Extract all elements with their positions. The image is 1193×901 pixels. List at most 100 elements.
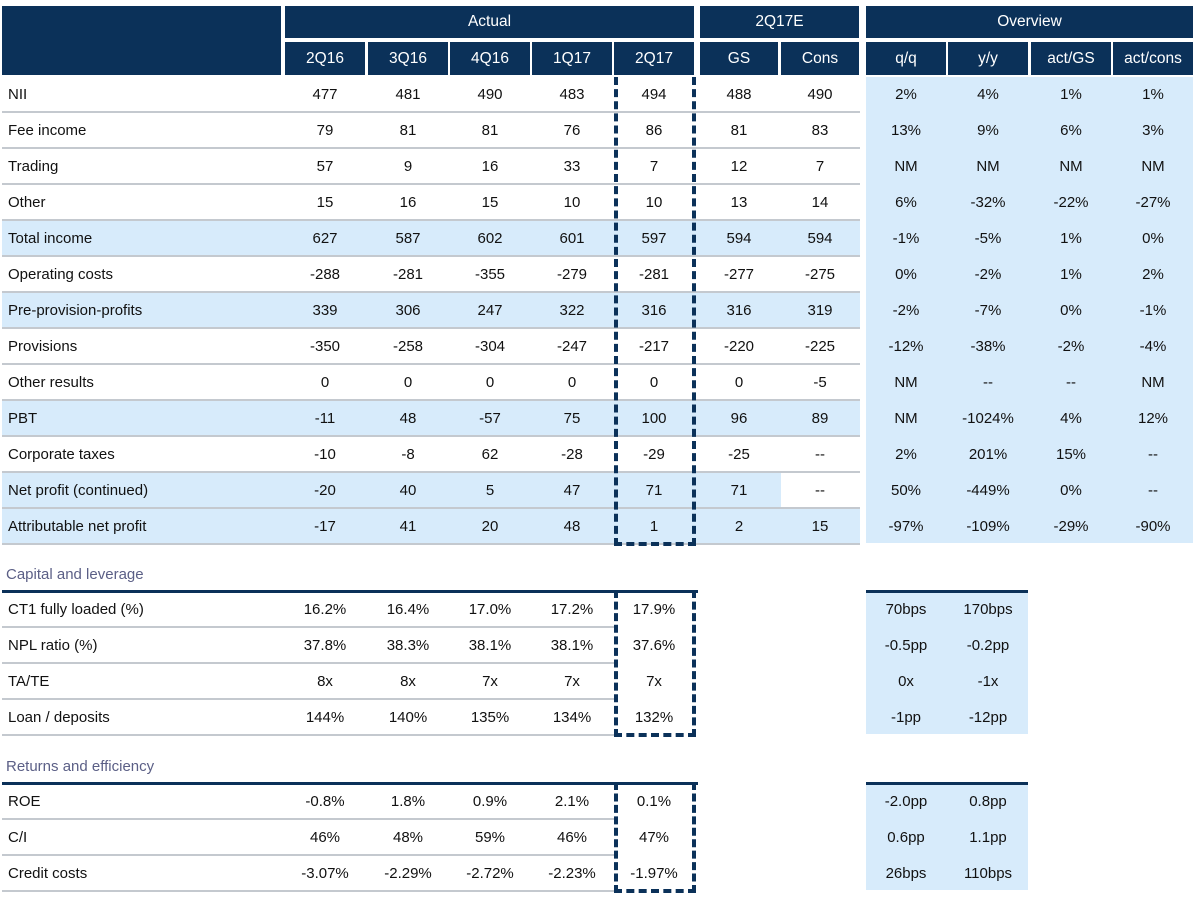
section-top-rule [2,590,698,593]
value-cell: 75 [563,409,581,427]
overview-cell: 4% [1060,409,1082,427]
value-cell: 0 [734,373,744,391]
overview-cell: NM [894,157,918,175]
row-separator [2,147,860,149]
value-cell: 79 [316,121,334,139]
value-cell: -2.29% [384,864,432,882]
overview-cell: -97% [888,517,924,535]
row-label: Pre-provision-profits [8,301,143,319]
column-header: Cons [781,42,859,75]
row-highlight [2,473,860,507]
value-cell: 0.9% [472,792,508,810]
column-header: act/cons [1113,42,1193,75]
overview-cell: 13% [890,121,922,139]
overview-cell: 3% [1142,121,1164,139]
overview-cell: -5% [974,229,1002,247]
value-cell: 41 [399,517,417,535]
value-cell: 602 [477,229,503,247]
value-cell: 16 [481,157,499,175]
value-cell: 319 [807,301,833,319]
row-label: CT1 fully loaded (%) [8,600,144,618]
value-cell: 316 [641,301,667,319]
value-cell: 587 [395,229,421,247]
value-cell: -220 [723,337,755,355]
value-cell: 37.6% [632,636,676,654]
value-cell: -350 [309,337,341,355]
value-cell: 17.2% [550,600,594,618]
section-overview-top-rule [866,782,1028,785]
value-cell: 38.1% [550,636,594,654]
section-overview-top-rule [866,590,1028,593]
overview-cell: 0% [1142,229,1164,247]
row-label: NII [8,85,28,103]
cons-cell-blank [781,473,860,507]
overview-cell: NM [1141,157,1165,175]
overview-cell: 2% [1142,265,1164,283]
section-overview-panel [866,593,1028,734]
overview-cell: 50% [890,481,922,499]
column-header: act/GS [1031,42,1111,75]
value-cell: -277 [723,265,755,283]
overview-cell: NM [894,373,918,391]
value-cell: 594 [807,229,833,247]
value-cell: 8x [400,672,416,690]
row-separator [2,507,860,509]
column-header: 2Q16 [285,42,365,75]
value-cell: 13 [730,193,748,211]
value-cell: -10 [314,445,336,463]
value-cell: 7x [646,672,662,690]
overview-cell: 110bps [963,864,1013,882]
overview-cell: 12% [1137,409,1169,427]
value-cell: -2.23% [548,864,596,882]
value-cell: 46% [556,828,588,846]
group-header-actual: Actual [285,6,694,38]
value-cell: -- [815,445,825,463]
overview-cell: 0% [1060,301,1082,319]
value-cell: 7 [815,157,825,175]
row-separator [2,662,616,664]
value-cell: -288 [309,265,341,283]
overview-cell: -1x [977,672,999,690]
overview-cell: 1% [1060,229,1082,247]
value-cell: -29 [643,445,665,463]
overview-cell: -4% [1139,337,1167,355]
row-label: Provisions [8,337,78,355]
value-cell: -2.72% [466,864,514,882]
value-cell: 0.1% [636,792,672,810]
overview-cell: 0x [898,672,914,690]
overview-cell: -- [1066,373,1076,391]
value-cell: 15 [481,193,499,211]
value-cell: 12 [730,157,748,175]
column-header: 2Q17 [614,42,694,75]
row-label: Trading [8,157,59,175]
value-cell: 339 [312,301,338,319]
overview-cell: -109% [966,517,1010,535]
row-label: C/I [8,828,28,846]
value-cell: 81 [399,121,417,139]
value-cell: 322 [559,301,585,319]
value-cell: 134% [552,708,592,726]
value-cell: 71 [730,481,748,499]
value-cell: -355 [474,265,506,283]
overview-cell: -0.5pp [884,636,928,654]
value-cell: 135% [470,708,510,726]
value-cell: 316 [726,301,752,319]
value-cell: 17.9% [632,600,676,618]
value-cell: 0 [567,373,577,391]
value-cell: 7 [649,157,659,175]
value-cell: 16 [399,193,417,211]
value-cell: 86 [645,121,663,139]
value-cell: -304 [474,337,506,355]
row-separator [2,626,616,628]
value-cell: 46% [309,828,341,846]
value-cell: -275 [804,265,836,283]
overview-cell: 70bps [885,600,927,618]
value-cell: 483 [559,85,585,103]
value-cell: 16.2% [303,600,347,618]
overview-cell: 6% [1060,121,1082,139]
value-cell: 15 [811,517,829,535]
row-label: Loan / deposits [8,708,110,726]
overview-cell: -1pp [890,708,922,726]
value-cell: 100 [641,409,667,427]
